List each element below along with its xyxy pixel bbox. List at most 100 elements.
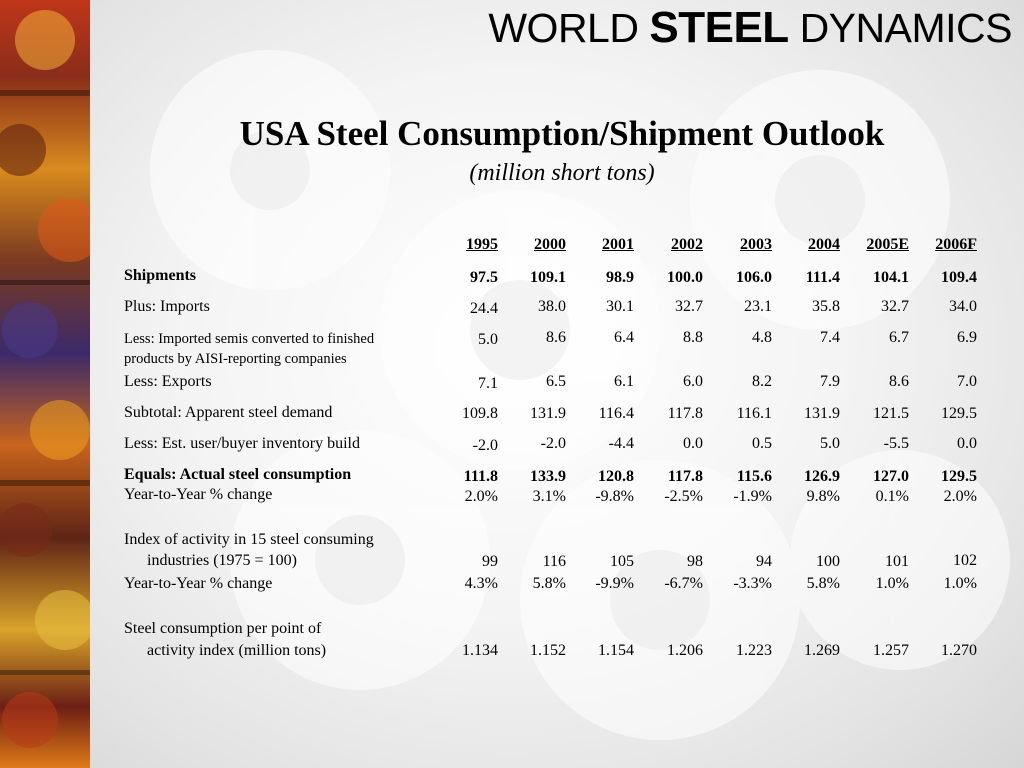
table-cell: 115.6: [736, 468, 772, 485]
table-cell: 1.0%: [943, 575, 977, 592]
table-cell: 101: [885, 553, 909, 570]
table-cell: 109.4: [941, 269, 977, 286]
page-subtitle: (million short tons): [469, 160, 655, 186]
table-cell: 111.8: [463, 468, 498, 485]
table-cell: 120.8: [598, 468, 634, 485]
table-cell: 0.0: [957, 435, 977, 452]
table-cell: 38.0: [538, 298, 566, 315]
table-cell: 121.5: [873, 405, 909, 422]
table-cell: -2.0: [540, 435, 566, 452]
table-cell: 9.8%: [806, 488, 840, 505]
table-cell: 6.5: [546, 373, 566, 390]
table-cell: 1.269: [804, 642, 840, 659]
year-header: 2001: [602, 236, 634, 253]
table-cell: -6.7%: [664, 575, 703, 592]
table-cell: 7.1: [478, 375, 498, 392]
table-cell: 30.1: [606, 298, 634, 315]
table-cell: 0.5: [752, 435, 772, 452]
table-cell: -2.5%: [664, 488, 703, 505]
table-cell: -3.3%: [733, 575, 772, 592]
table-cell: 94: [756, 553, 772, 570]
table-cell: 8.2: [752, 373, 772, 390]
row-label-yoy-consumption: Year-to-Year % change: [124, 486, 273, 503]
table-cell: 1.154: [598, 642, 634, 659]
table-cell: 129.5: [941, 468, 977, 485]
table-cell: 1.223: [736, 642, 772, 659]
page-title: USA Steel Consumption/Shipment Outlook: [239, 114, 885, 153]
table-cell: 1.134: [462, 642, 498, 659]
year-header: 1995: [466, 236, 498, 253]
row-label-consumption-per-point-line2: activity index (million tons): [147, 642, 327, 659]
table-cell: 116: [542, 553, 566, 570]
table-cell: 2.0%: [464, 488, 498, 505]
table-cell: 98: [687, 553, 703, 570]
left-decorative-strip: [0, 0, 90, 768]
table-cell: 109.1: [530, 269, 566, 286]
year-header: 2003: [740, 236, 772, 253]
table-cell: 117.8: [667, 468, 703, 485]
table-cell: 129.5: [941, 405, 977, 422]
table-cell: 2.0%: [943, 488, 977, 505]
table-cell: 100: [816, 553, 840, 570]
table-cell: 6.1: [614, 373, 634, 390]
gear-collage-icon: [0, 10, 90, 748]
year-header: 2002: [671, 236, 703, 253]
table-cell: 35.8: [812, 298, 840, 315]
table-cell: 23.1: [744, 298, 772, 315]
row-label-imported-semis-line2: products by AISI-reporting companies: [124, 351, 347, 367]
table-cell: 133.9: [530, 468, 566, 485]
row-label-subtotal: Subtotal: Apparent steel demand: [124, 404, 333, 421]
table-cell: 6.4: [614, 329, 634, 346]
table-cell: 116.1: [736, 405, 772, 422]
table-cell: 0.1%: [875, 488, 909, 505]
table-cell: 32.7: [675, 298, 703, 315]
row-label-actual-consumption: Equals: Actual steel consumption: [124, 466, 352, 483]
table-cell: 4.3%: [464, 575, 498, 592]
table-cell: 5.0: [820, 435, 840, 452]
table-cell: 5.8%: [532, 575, 566, 592]
table-cell: 4.8: [752, 329, 772, 346]
table-cell: 5.8%: [806, 575, 840, 592]
row-label-activity-index-line2: industries (1975 = 100): [147, 552, 297, 569]
table-cell: 1.206: [667, 642, 703, 659]
brand-part-world: WORLD: [488, 5, 639, 51]
row-label-consumption-per-point: Steel consumption per point of: [124, 620, 322, 637]
table-cell: 1.257: [873, 642, 909, 659]
table-cell: -2.0: [472, 437, 498, 454]
row-label-shipments: Shipments: [124, 267, 197, 284]
row-label-yoy-activity: Year-to-Year % change: [124, 575, 273, 592]
row-label-activity-index: Index of activity in 15 steel consuming: [124, 531, 374, 548]
brand-part-dynamics: DYNAMICS: [799, 5, 1013, 51]
table-cell: 7.9: [820, 373, 840, 390]
table-cell: -1.9%: [733, 488, 772, 505]
table-cell: 109.8: [462, 405, 498, 422]
table-cell: 0.0: [683, 435, 703, 452]
table-cell: 8.8: [683, 329, 703, 346]
table-cell: 99: [482, 553, 498, 570]
brand-title: WORLD STEEL DYNAMICS: [488, 2, 1012, 54]
table-cell: 127.0: [873, 468, 909, 485]
row-label-imported-semis: Less: Imported semis converted to finish…: [124, 331, 375, 347]
table-cell: 1.152: [530, 642, 566, 659]
table-cell: 97.5: [470, 269, 498, 286]
table-cell: 24.4: [470, 300, 498, 317]
brand-part-steel: STEEL: [649, 3, 789, 52]
table-cell: 104.1: [873, 269, 909, 286]
table-cell: -4.4: [608, 435, 634, 452]
table-cell: 106.0: [736, 269, 772, 286]
table-cell: 111.4: [805, 269, 840, 286]
table-cell: 6.7: [889, 329, 909, 346]
row-label-imports: Plus: Imports: [124, 298, 210, 315]
year-header: 2005E: [866, 236, 909, 253]
table-cell: 98.9: [606, 269, 634, 286]
table-cell: 1.270: [941, 642, 977, 659]
table-cell: 116.4: [598, 405, 634, 422]
table-cell: 105: [610, 553, 634, 570]
table-cell: 6.0: [683, 373, 703, 390]
row-label-inventory-build: Less: Est. user/buyer inventory build: [124, 435, 360, 452]
year-header: 2006F: [935, 236, 977, 253]
table-cell: 7.0: [957, 373, 977, 390]
table-cell: 6.9: [957, 329, 977, 346]
table-cell: 131.9: [804, 405, 840, 422]
